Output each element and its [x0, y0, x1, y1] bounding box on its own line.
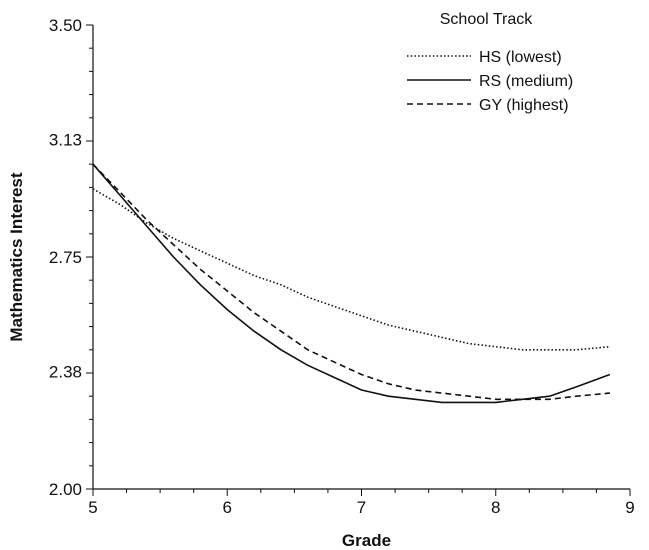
y-tick-label: 2.38 — [49, 362, 82, 381]
y-axis-title: Mathematics Interest — [7, 172, 26, 341]
x-tick-label: 6 — [223, 498, 232, 517]
legend-label-1: HS (lowest) — [479, 49, 562, 66]
x-tick-label: 8 — [491, 498, 500, 517]
series-line-3 — [92, 163, 610, 401]
y-tick-label: 2.75 — [49, 248, 82, 267]
legend-label-3: GY (highest) — [479, 97, 569, 114]
x-axis-title: Grade — [342, 531, 391, 550]
y-tick-label: 2.00 — [49, 480, 82, 499]
series-lines — [92, 163, 611, 404]
y-tick-label: 3.50 — [49, 16, 82, 35]
y-axis-ticks: 2.00 2.38 2.75 3.13 3.50 — [49, 16, 93, 499]
legend-title: School Track — [440, 11, 533, 28]
y-tick-label: 3.13 — [49, 130, 82, 149]
series-line-1 — [92, 188, 610, 351]
series-line-2 — [92, 163, 611, 404]
legend-label-2: RS (medium) — [479, 73, 573, 90]
x-axis-ticks: 5 6 7 8 9 — [88, 489, 635, 517]
x-tick-label: 9 — [625, 498, 634, 517]
legend: School Track HS (lowest) RS (medium) GY (h… — [407, 11, 573, 114]
x-tick-label: 5 — [88, 498, 97, 517]
legend-items: HS (lowest) RS (medium) GY (highest) — [407, 49, 573, 114]
x-tick-label: 7 — [357, 498, 366, 517]
